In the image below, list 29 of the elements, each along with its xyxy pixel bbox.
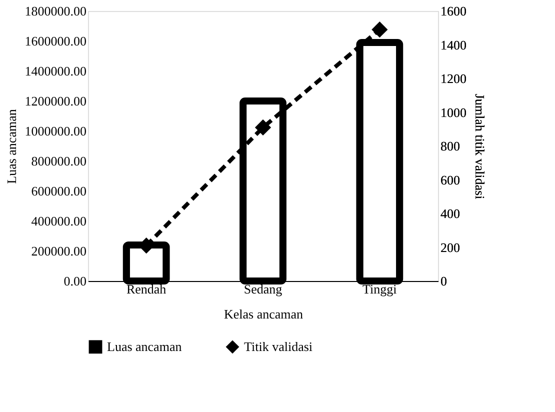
y-tick-label: 1200000.00 (24, 94, 86, 108)
x-tick-label: Tinggi (362, 282, 398, 296)
x-tick-label: Rendah (126, 282, 167, 296)
y2-axis-title: Jumlah titik validasi (472, 94, 488, 200)
x-tick-label: Sedang (244, 282, 283, 296)
y2-tick-label: 0 (440, 274, 447, 288)
y-tick-label: 200000.00 (31, 244, 86, 258)
y2-tick-label: 1600 (440, 4, 466, 18)
y2-tick-label: 600 (440, 172, 460, 188)
point (254, 119, 272, 136)
y2-tick-label: 1000 (440, 104, 466, 120)
y2-tick-label: 1200 (440, 71, 466, 86)
y2-tick-label: 800 (440, 138, 460, 154)
legend-label: Luas ancaman (107, 338, 182, 354)
y-tick-label: 1400000.00 (24, 64, 86, 78)
y-tick-label: 600000.00 (31, 184, 86, 198)
x-axis-title: Kelas ancaman (224, 306, 304, 322)
y-axis-title: Luas ancaman (4, 108, 19, 184)
y2-tick-label: 200 (440, 240, 460, 255)
y-tick-label: 1800000.00 (24, 4, 86, 18)
point (372, 22, 388, 38)
y-tick-label: 800000.00 (31, 154, 86, 168)
y-tick-label: 1600000.00 (24, 34, 86, 48)
y-tick-label: 400000.00 (31, 214, 86, 228)
y2-tick-label: 1400 (440, 37, 466, 52)
y-tick-label: 1000000.00 (24, 124, 86, 138)
y-tick-label: 0.00 (64, 274, 86, 288)
legend-label: Titik validasi (244, 338, 313, 354)
y2-tick-label: 400 (440, 206, 460, 221)
